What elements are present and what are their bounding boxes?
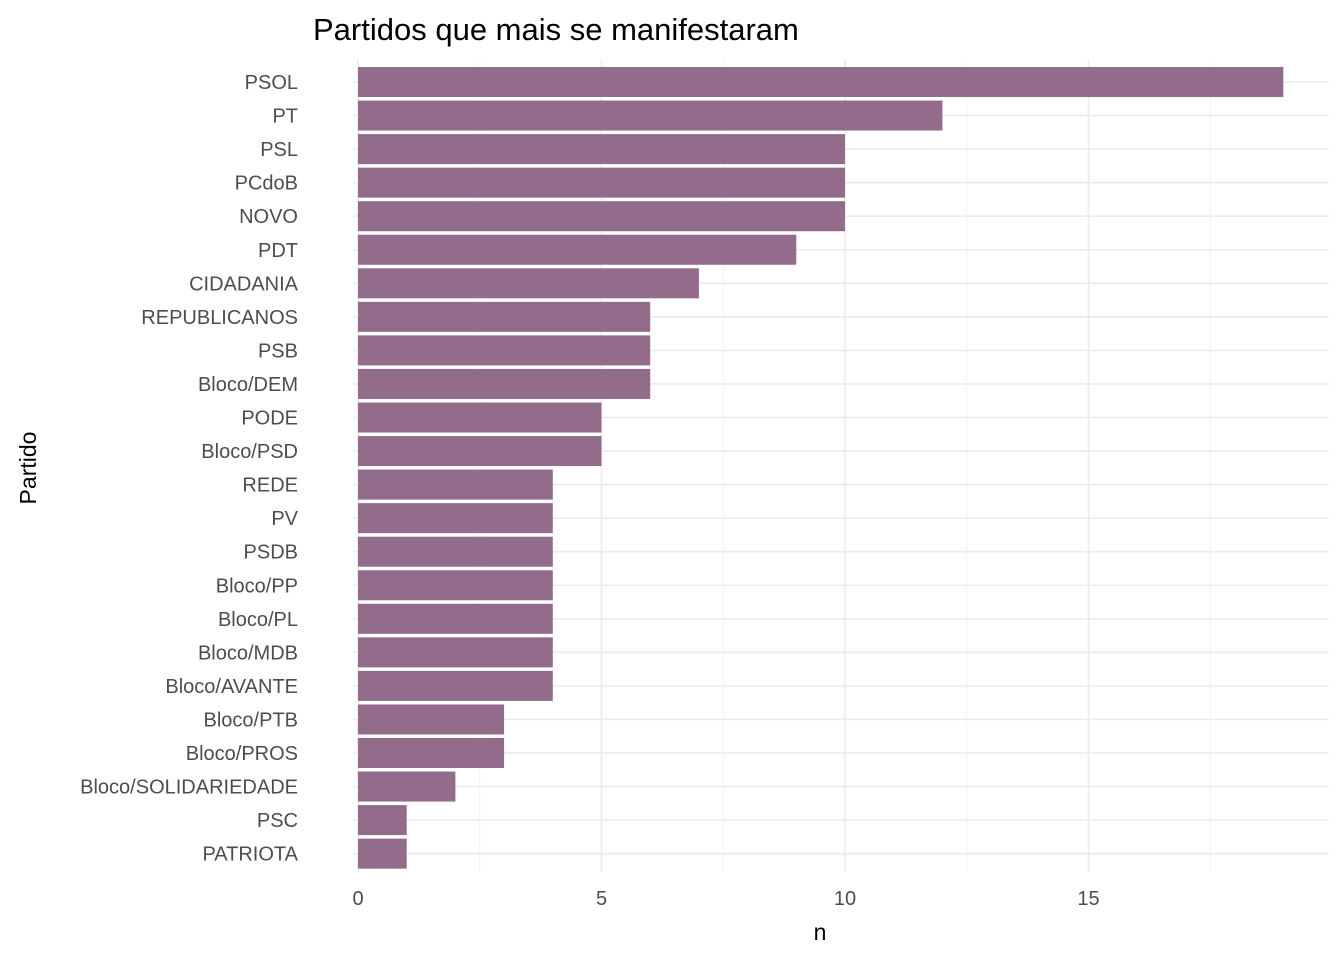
y-tick-label: PSB [258, 340, 298, 362]
y-tick-label: PSL [260, 139, 298, 161]
y-tick-label: REPUBLICANOS [141, 307, 298, 329]
y-axis-tick-labels: PSOL PT PSL PCdoB NOVO PDT CIDADANIA REPUBLICAN… [80, 72, 299, 866]
y-tick-label: PSOL [245, 72, 298, 94]
bar-bloco-mdb [358, 637, 553, 668]
bar-cidadania [358, 268, 699, 299]
y-tick-label: Bloco/PTB [204, 709, 298, 731]
x-axis-tick-labels: 0 5 10 15 [352, 888, 1099, 910]
bar-pcdob [358, 167, 845, 198]
bar-bloco-psd [358, 436, 602, 467]
x-tick-label: 5 [596, 888, 607, 910]
bar-bloco-solidariedade [358, 771, 456, 802]
bar-republicanos [358, 301, 651, 332]
y-tick-label: Bloco/PSD [201, 441, 298, 463]
y-tick-label: PATRIOTA [202, 844, 298, 866]
bar-pt [358, 100, 943, 131]
y-axis-title: Partido [15, 432, 41, 505]
bar-bloco-pp [358, 570, 553, 601]
bar-patriota [358, 838, 407, 869]
y-tick-label: PSC [257, 810, 298, 832]
bar-pdt [358, 234, 797, 265]
bar-bloco-ptb [358, 704, 505, 735]
x-tick-label: 0 [352, 888, 363, 910]
y-tick-label: PDT [258, 240, 298, 262]
bar-pode [358, 402, 602, 433]
chart-title: Partidos que mais se manifestaram [313, 12, 799, 47]
bar-bloco-pl [358, 603, 553, 634]
bar-pv [358, 503, 553, 534]
y-tick-label: Bloco/AVANTE [165, 676, 298, 698]
x-tick-label: 10 [834, 888, 856, 910]
bar-bloco-pros [358, 738, 505, 768]
x-tick-label: 15 [1077, 888, 1099, 910]
x-axis-title: n [814, 919, 827, 945]
bar-psc [358, 805, 407, 836]
bar-rede [358, 469, 553, 500]
y-tick-label: PT [272, 106, 298, 128]
bar-bloco-avante [358, 670, 553, 701]
bar-novo [358, 201, 845, 232]
bar-bloco-dem [358, 368, 651, 399]
bar-psol [358, 67, 1284, 97]
y-tick-label: Bloco/PP [216, 575, 298, 597]
y-tick-label: PCdoB [235, 173, 298, 195]
y-tick-label: Bloco/PL [218, 609, 298, 631]
y-tick-label: Bloco/MDB [198, 642, 298, 664]
y-tick-label: PSDB [244, 542, 298, 564]
y-tick-label: REDE [242, 475, 298, 497]
y-tick-label: CIDADANIA [189, 273, 299, 295]
y-tick-label: PODE [241, 408, 298, 430]
y-tick-label: NOVO [239, 206, 298, 228]
bar-psdb [358, 536, 553, 567]
bar-psl [358, 134, 845, 165]
bar-psb [358, 335, 651, 366]
bars [358, 67, 1284, 869]
y-tick-label: PV [271, 508, 298, 530]
y-tick-label: Bloco/PROS [186, 743, 298, 765]
y-tick-label: Bloco/SOLIDARIEDADE [80, 777, 298, 799]
y-tick-label: Bloco/DEM [198, 374, 298, 396]
